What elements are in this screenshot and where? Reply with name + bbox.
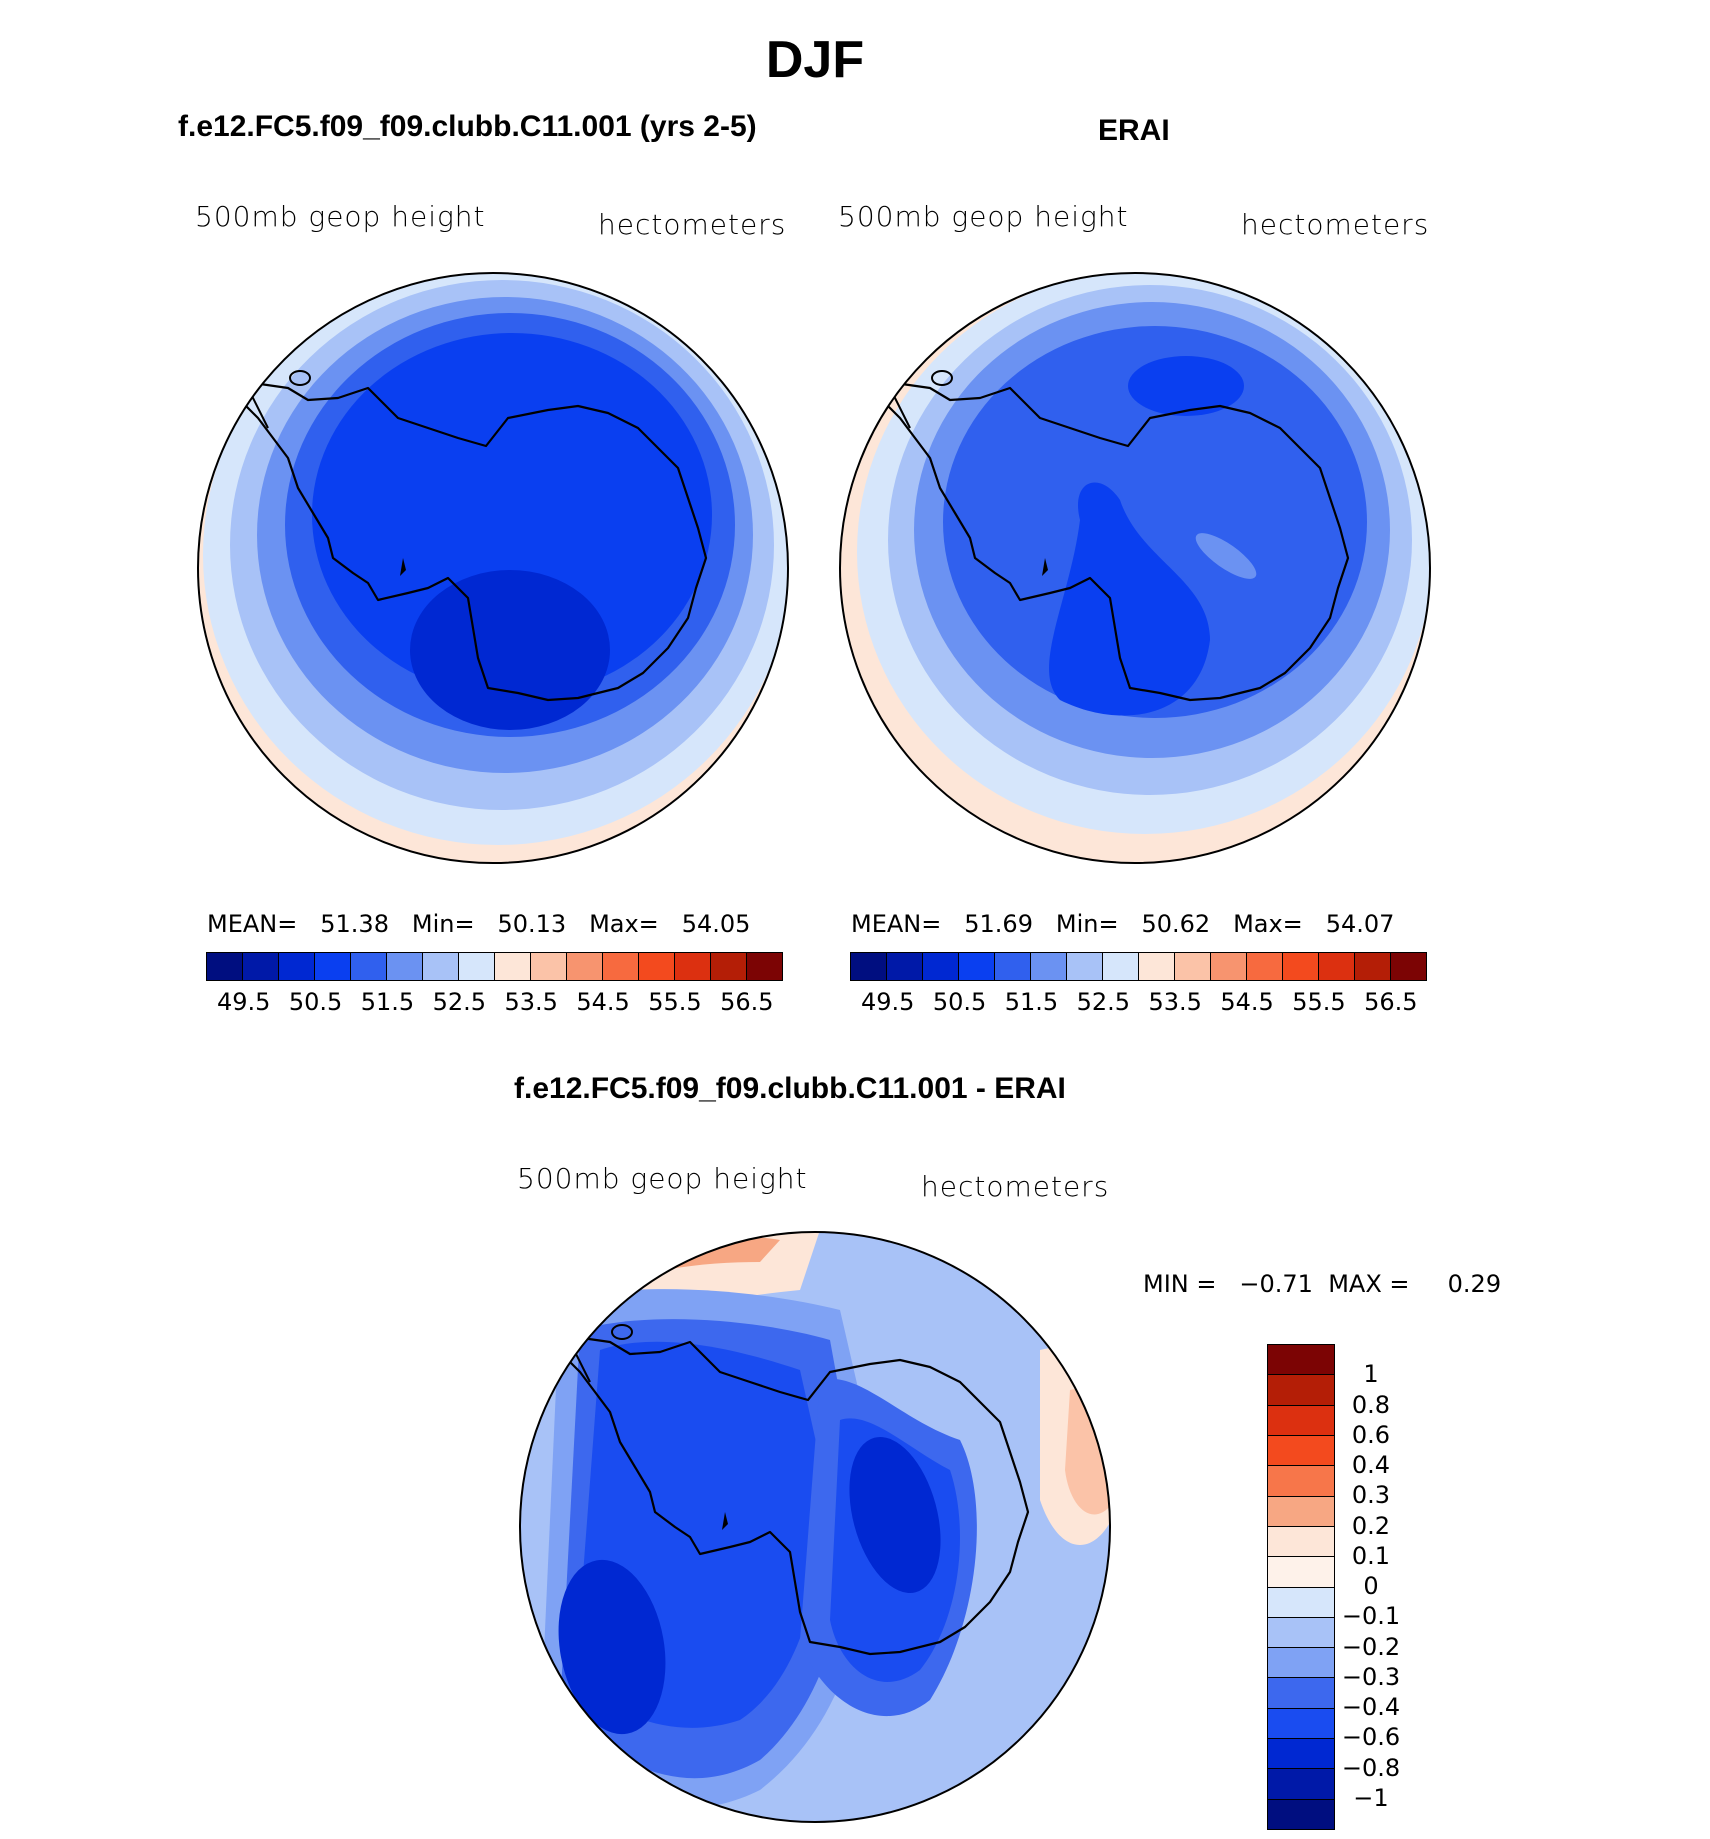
diff-colorbar-swatch [1268, 1587, 1334, 1618]
obs-panel-header: ERAI [1098, 114, 1170, 147]
model-colorbar-tick-label: 51.5 [360, 988, 415, 1016]
model-colorbar-swatch [531, 953, 567, 980]
obs-colorbar [850, 952, 1427, 981]
diff-stats: MIN = −0.71 MAX = 0.29 [1143, 1270, 1502, 1298]
diff-colorbar-tick-label: 0.2 [1351, 1511, 1391, 1540]
obs-colorbar-swatch [959, 953, 995, 980]
obs-colorbar-swatch [887, 953, 923, 980]
obs-colorbar-tick-label: 56.5 [1364, 988, 1418, 1016]
diff-colorbar-swatch [1268, 1739, 1334, 1770]
obs-colorbar-swatch [1319, 953, 1355, 980]
figure-title: DJF [765, 31, 865, 89]
diff-colorbar-tick-label: −0.4 [1341, 1693, 1401, 1721]
diff-colorbar-tick-label: 1 [1363, 1360, 1379, 1389]
obs-colorbar-tick-label: 51.5 [1004, 988, 1059, 1016]
obs-colorbar-tick-label: 53.5 [1148, 988, 1202, 1016]
obs-colorbar-swatch [1067, 953, 1103, 980]
diff-field-label: 500mb geop height [517, 1162, 808, 1195]
model-units-label: hectometers [598, 208, 787, 241]
model-colorbar-tick-label: 54.5 [576, 988, 630, 1016]
model-panel-header: f.e12.FC5.f09_f09.clubb.C11.001 (yrs 2-5… [178, 110, 757, 143]
diff-colorbar-swatch [1268, 1405, 1334, 1436]
model-colorbar-swatch [315, 953, 351, 980]
model-stats: MEAN= 51.38 Min= 50.13 Max= 54.05 [207, 910, 751, 938]
obs-colorbar-tick-label: 52.5 [1076, 988, 1130, 1016]
model-colorbar-swatch [603, 953, 639, 980]
model-colorbar-swatch [279, 953, 315, 980]
model-map [198, 273, 788, 863]
obs-colorbar-swatch [1139, 953, 1175, 980]
diff-units-label: hectometers [921, 1170, 1110, 1203]
diff-panel-header: f.e12.FC5.f09_f09.clubb.C11.001 - ERAI [514, 1072, 1066, 1105]
diff-colorbar-swatch [1268, 1466, 1334, 1497]
obs-colorbar-swatch [995, 953, 1031, 980]
obs-colorbar-swatch [1211, 953, 1247, 980]
diff-colorbar-swatch [1268, 1678, 1334, 1709]
obs-colorbar-tick-label: 55.5 [1292, 988, 1346, 1016]
model-colorbar-swatch [711, 953, 747, 980]
model-colorbar-tick-label: 56.5 [720, 988, 774, 1016]
diff-colorbar-tick-label: −0.1 [1341, 1602, 1401, 1631]
obs-map [840, 273, 1430, 863]
obs-colorbar-swatch [1031, 953, 1067, 980]
diff-colorbar-swatch [1268, 1799, 1334, 1829]
obs-colorbar-swatch [1391, 953, 1426, 980]
obs-colorbar-swatch [1247, 953, 1283, 980]
diff-colorbar-swatch [1268, 1496, 1334, 1527]
obs-stats: MEAN= 51.69 Min= 50.62 Max= 54.07 [851, 910, 1395, 938]
model-colorbar-swatch [675, 953, 711, 980]
diff-colorbar [1267, 1344, 1335, 1830]
obs-field-label: 500mb geop height [838, 200, 1129, 233]
obs-units-label: hectometers [1241, 208, 1430, 241]
diff-colorbar-tick-label: 0.3 [1351, 1481, 1391, 1510]
diff-colorbar-tick-label: −0.3 [1341, 1662, 1401, 1691]
model-colorbar-tick-label: 53.5 [504, 988, 558, 1016]
diff-colorbar-swatch [1268, 1345, 1334, 1376]
diff-colorbar-swatch [1268, 1435, 1334, 1467]
model-colorbar-tick-label: 52.5 [432, 988, 486, 1016]
diff-colorbar-tick-label: −0.6 [1341, 1723, 1401, 1752]
diff-colorbar-swatch [1268, 1617, 1334, 1649]
model-colorbar-tick-label: 55.5 [648, 988, 702, 1016]
obs-colorbar-swatch [1283, 953, 1319, 980]
diff-colorbar-tick-label: 0.8 [1351, 1390, 1391, 1419]
model-colorbar-swatch [207, 953, 243, 980]
model-colorbar [206, 952, 783, 981]
obs-colorbar-tick-label: 50.5 [932, 988, 987, 1016]
diff-colorbar-swatch [1268, 1557, 1334, 1588]
obs-colorbar-swatch [851, 953, 887, 980]
diff-colorbar-swatch [1268, 1708, 1334, 1740]
diff-colorbar-tick-label: −1 [1353, 1783, 1389, 1812]
obs-colorbar-swatch [923, 953, 959, 980]
obs-colorbar-swatch [1103, 953, 1139, 980]
obs-colorbar-tick-label: 49.5 [860, 988, 915, 1016]
model-colorbar-tick-label: 49.5 [216, 988, 271, 1016]
diff-colorbar-swatch [1268, 1526, 1334, 1558]
diff-colorbar-tick-label: 0.4 [1351, 1451, 1391, 1479]
obs-colorbar-swatch [1175, 953, 1211, 980]
diff-colorbar-swatch [1268, 1769, 1334, 1800]
model-field-label: 500mb geop height [195, 200, 486, 233]
diff-colorbar-tick-label: −0.8 [1341, 1753, 1401, 1782]
diff-colorbar-tick-label: 0.6 [1351, 1420, 1391, 1449]
model-colorbar-swatch [387, 953, 423, 980]
diff-colorbar-swatch [1268, 1648, 1334, 1679]
model-colorbar-swatch [351, 953, 387, 980]
diff-colorbar-tick-label: 0 [1363, 1572, 1379, 1600]
model-colorbar-swatch [423, 953, 459, 980]
obs-colorbar-swatch [1355, 953, 1391, 980]
model-colorbar-swatch [567, 953, 603, 980]
model-colorbar-swatch [459, 953, 495, 980]
diff-map [520, 1232, 1110, 1822]
obs-colorbar-tick-label: 54.5 [1220, 988, 1274, 1016]
model-colorbar-swatch [747, 953, 782, 980]
model-colorbar-swatch [639, 953, 675, 980]
diff-colorbar-swatch [1268, 1375, 1334, 1406]
model-colorbar-tick-label: 50.5 [288, 988, 343, 1016]
model-colorbar-swatch [243, 953, 279, 980]
diff-colorbar-tick-label: −0.2 [1341, 1632, 1401, 1661]
model-colorbar-swatch [495, 953, 531, 980]
diff-colorbar-tick-label: 0.1 [1351, 1541, 1391, 1570]
